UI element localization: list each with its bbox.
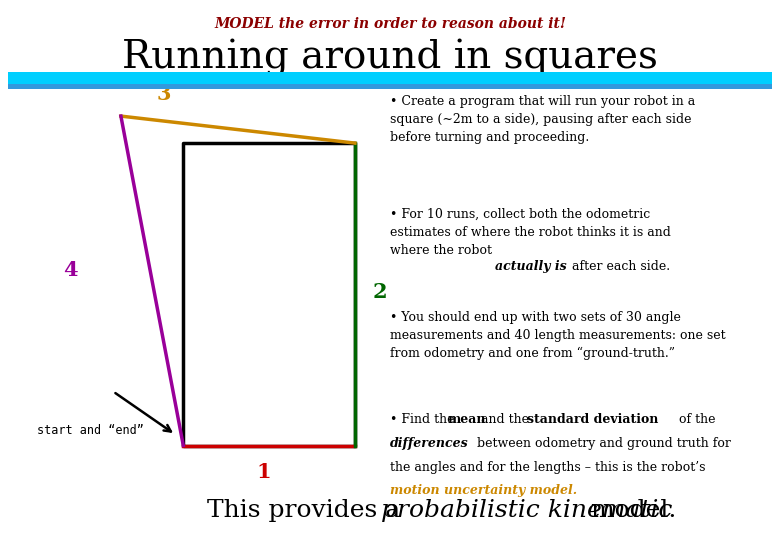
- Text: motion uncertainty model.: motion uncertainty model.: [390, 484, 577, 497]
- Text: of the: of the: [675, 413, 715, 426]
- Text: differences: differences: [390, 437, 469, 450]
- Text: actually is: actually is: [495, 260, 567, 273]
- Text: 2: 2: [373, 281, 387, 302]
- Text: 3: 3: [157, 84, 171, 105]
- Text: Running around in squares: Running around in squares: [122, 39, 658, 77]
- Text: This provides a: This provides a: [207, 499, 408, 522]
- Text: between odometry and ground truth for: between odometry and ground truth for: [473, 437, 732, 450]
- Bar: [8, 84, 772, 89]
- Bar: [8, 72, 772, 84]
- Text: standard deviation: standard deviation: [527, 413, 658, 426]
- Text: 4: 4: [63, 260, 77, 280]
- Text: start and “end”: start and “end”: [37, 424, 144, 437]
- Text: • Find the: • Find the: [390, 413, 459, 426]
- Text: • For 10 runs, collect both the odometric
estimates of where the robot thinks it: • For 10 runs, collect both the odometri…: [390, 208, 671, 257]
- Text: probabilistic kinematic: probabilistic kinematic: [381, 499, 672, 522]
- Text: model.: model.: [583, 499, 677, 522]
- Text: • You should end up with two sets of 30 angle
measurements and 40 length measure: • You should end up with two sets of 30 …: [390, 310, 725, 360]
- Text: and the: and the: [477, 413, 534, 426]
- Text: MODEL the error in order to reason about it!: MODEL the error in order to reason about…: [214, 17, 566, 31]
- Text: 1: 1: [257, 462, 271, 483]
- Text: the angles and for the lengths – this is the robot’s: the angles and for the lengths – this is…: [390, 461, 705, 474]
- Text: mean: mean: [448, 413, 486, 426]
- Text: • Create a program that will run your robot in a
square (∼2m to a side), pausing: • Create a program that will run your ro…: [390, 94, 695, 144]
- Text: after each side.: after each side.: [568, 260, 670, 273]
